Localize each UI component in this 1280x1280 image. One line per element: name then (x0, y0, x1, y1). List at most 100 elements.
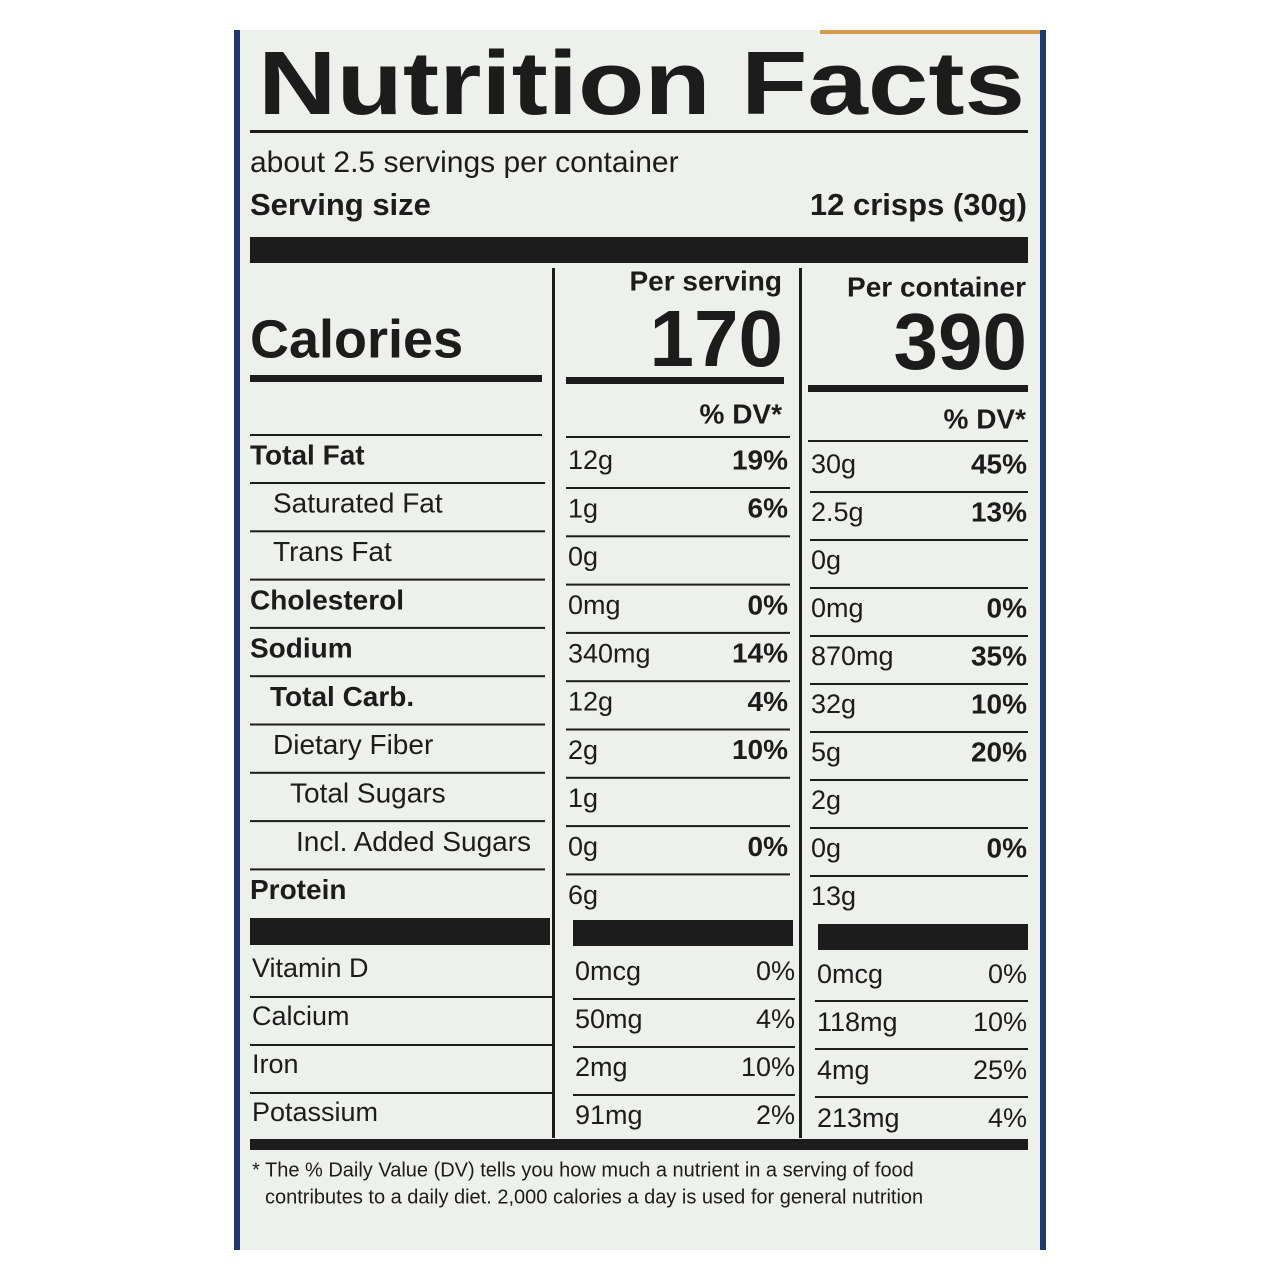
rule (815, 1096, 1028, 1098)
nutrient-name: Total Sugars (290, 777, 446, 808)
rule (808, 440, 1028, 442)
daily-value: 25% (973, 1055, 1027, 1085)
amount: 1g (568, 493, 598, 523)
rule (566, 680, 790, 683)
serving-size: 12 crisps (30g) (810, 187, 1027, 222)
nutrient-name: Cholesterol (250, 584, 404, 615)
serving-size-label: Serving size (250, 187, 431, 222)
amount: 0mg (568, 590, 621, 620)
rule (815, 1000, 1028, 1002)
daily-value: 0% (748, 589, 789, 620)
daily-value: 6% (748, 493, 789, 524)
amount: 0mcg (817, 959, 883, 989)
daily-value: 10% (971, 688, 1027, 719)
title: Nutrition Facts (258, 34, 1025, 134)
daily-value: 4% (756, 1004, 795, 1034)
rule (573, 1046, 795, 1048)
nutrient-name: Saturated Fat (273, 488, 443, 519)
amount: 13g (811, 881, 856, 911)
amount: 4mg (817, 1055, 870, 1085)
column-rule (799, 268, 802, 1138)
amount: 0g (568, 542, 598, 572)
amount: 2g (568, 735, 598, 765)
rule (250, 675, 545, 678)
daily-value: 0% (987, 592, 1028, 623)
rule (250, 482, 545, 484)
rule (810, 875, 1028, 877)
calories-label: Calories (250, 309, 463, 369)
amount: 118mg (817, 1007, 898, 1037)
amount: 0g (811, 545, 841, 575)
daily-value: 4% (988, 1103, 1027, 1133)
rule (566, 377, 784, 384)
daily-value: 35% (971, 640, 1027, 671)
rule (250, 820, 545, 823)
nutrient-name: Sodium (250, 633, 353, 664)
amount: 213mg (817, 1103, 900, 1133)
daily-value: 19% (732, 444, 788, 475)
nutrient-name: Total Fat (250, 439, 365, 470)
amount: 0mcg (575, 956, 641, 986)
daily-value: 2% (756, 1100, 795, 1130)
thick-bar (250, 1139, 1028, 1150)
nutrient-name: Trans Fat (273, 536, 392, 567)
amount: 0g (568, 832, 598, 862)
rule (810, 683, 1028, 685)
rule (250, 868, 545, 871)
daily-value: 10% (741, 1052, 795, 1082)
nutrient-name: Protein (250, 874, 346, 905)
amount: 5g (811, 737, 841, 767)
calories-container: 390 (894, 297, 1027, 386)
daily-value: 4% (748, 686, 789, 717)
footnote: contributes to a daily diet. 2,000 calor… (265, 1186, 923, 1208)
daily-value: 0% (748, 831, 789, 862)
rule (808, 385, 1028, 392)
daily-value: 20% (971, 736, 1027, 767)
amount: 2g (811, 785, 841, 815)
rule (566, 583, 790, 586)
rule (566, 873, 790, 876)
thick-bar (818, 924, 1028, 950)
rule (250, 130, 1028, 133)
servings: about 2.5 servings per container (250, 146, 679, 179)
amount: 870mg (811, 641, 894, 671)
per-container-label: Per container (847, 271, 1026, 302)
amount: 30g (811, 449, 856, 479)
daily-value: 0% (987, 832, 1028, 863)
daily-value: 14% (732, 638, 788, 669)
daily-value: 0% (988, 959, 1027, 989)
rule (573, 998, 795, 1000)
dv-label: % DV* (944, 403, 1027, 434)
daily-value: 10% (973, 1007, 1027, 1037)
rule (810, 635, 1028, 637)
rule (250, 1092, 552, 1094)
rule (566, 535, 790, 538)
rule (250, 723, 545, 726)
rule (810, 827, 1028, 829)
amount: 50mg (575, 1004, 643, 1034)
nutrient-name: Iron (252, 1049, 299, 1079)
rule (566, 631, 790, 634)
rule (250, 1044, 552, 1046)
amount: 2mg (575, 1052, 628, 1082)
footnote: * The % Daily Value (DV) tells you how m… (252, 1159, 914, 1181)
column-rule (552, 268, 555, 1138)
rule (573, 1094, 795, 1096)
daily-value: 10% (732, 734, 788, 765)
rule (810, 779, 1028, 781)
rule (250, 996, 552, 998)
amount: 6g (568, 880, 598, 910)
nutrient-name: Potassium (252, 1097, 378, 1127)
rule (250, 626, 545, 629)
nutrient-name: Calcium (252, 1001, 350, 1031)
rule (250, 530, 545, 533)
daily-value: 13% (971, 496, 1027, 527)
package-accent (820, 30, 1040, 34)
daily-value: 45% (971, 448, 1027, 479)
amount: 91mg (575, 1100, 643, 1130)
rule (815, 1048, 1028, 1050)
rule (250, 375, 542, 382)
rule (810, 539, 1028, 541)
nutrient-name: Vitamin D (252, 953, 369, 983)
